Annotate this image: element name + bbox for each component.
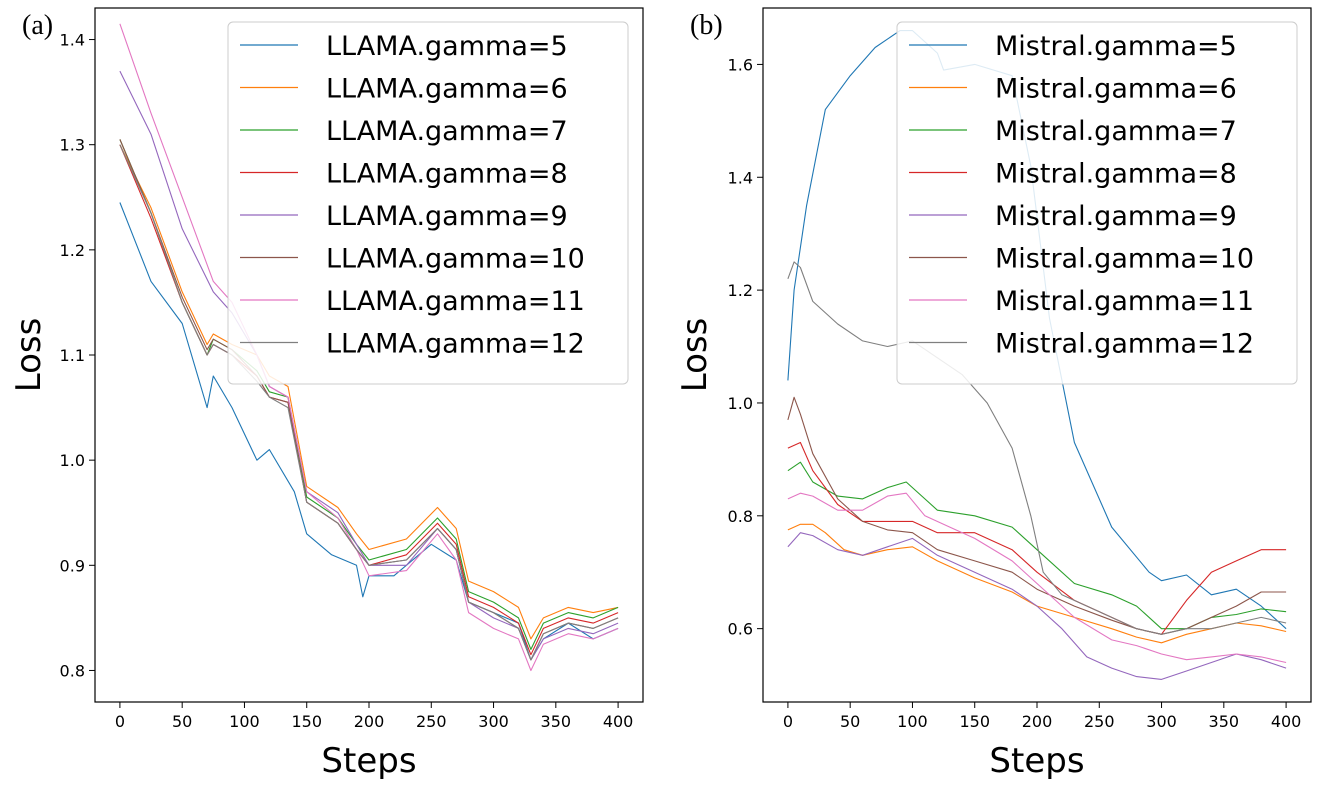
x-tick-label-b: 400 xyxy=(1271,712,1302,731)
x-tick-label-b: 300 xyxy=(1146,712,1177,731)
y-tick-label-b: 1.0 xyxy=(728,394,753,413)
legend-label-a-3: LLAMA.gamma=7 xyxy=(326,116,568,147)
y-ticks-b: 0.6 0.8 1.0 1.2 1.4 1.6 xyxy=(728,55,763,639)
y-ticks-a: 0.8 0.9 1.0 1.1 1.2 1.3 1.4 xyxy=(60,31,95,680)
x-tick-label-b: 200 xyxy=(1022,712,1053,731)
legend-label-a-5: LLAMA.gamma=9 xyxy=(326,201,568,232)
series-line-a-7 xyxy=(119,23,619,672)
x-axis-title-a: Steps xyxy=(321,741,416,781)
series-line-b-8 xyxy=(787,261,1287,635)
y-tick-label-b: 1.2 xyxy=(728,281,753,300)
y-tick-label-b: 1.4 xyxy=(728,168,753,187)
y-tick-label-a: 0.8 xyxy=(60,661,85,680)
y-tick-label-a: 1.2 xyxy=(60,241,85,260)
panel-label-b: (b) xyxy=(690,10,723,41)
legend-label-b-7: Mistral.gamma=11 xyxy=(995,286,1254,317)
legend-label-a-1: LLAMA.gamma=5 xyxy=(326,31,568,62)
x-tick-label-a: 250 xyxy=(416,712,447,731)
y-axis-title-a: Loss xyxy=(9,318,49,393)
x-tick-label-b: 250 xyxy=(1084,712,1115,731)
series-line-b-6 xyxy=(787,396,1287,635)
y-tick-label-b: 0.8 xyxy=(728,507,753,526)
y-tick-label-a: 0.9 xyxy=(60,556,85,575)
legend-label-b-1: Mistral.gamma=5 xyxy=(995,31,1237,62)
legend-label-b-8: Mistral.gamma=12 xyxy=(995,329,1254,360)
x-tick-label-a: 50 xyxy=(172,712,192,731)
x-tick-label-b: 0 xyxy=(783,712,793,731)
panel-label-a: (a) xyxy=(22,10,53,41)
legend-label-a-8: LLAMA.gamma=12 xyxy=(326,329,585,360)
y-tick-label-b: 0.6 xyxy=(728,620,753,639)
x-tick-label-b: 150 xyxy=(959,712,990,731)
x-tick-label-a: 100 xyxy=(229,712,260,731)
series-line-b-5 xyxy=(787,532,1287,680)
legend-label-b-6: Mistral.gamma=10 xyxy=(995,244,1254,275)
legend-label-a-2: LLAMA.gamma=6 xyxy=(326,74,568,105)
series-line-b-4 xyxy=(787,441,1287,635)
x-tick-label-a: 400 xyxy=(603,712,634,731)
x-tick-label-a: 200 xyxy=(354,712,385,731)
chart-panel-b: (b) 0 50 100 150 200 250 300 350 400 0.6 0.8 1.0 1.… xyxy=(675,7,1312,781)
legend-label-b-3: Mistral.gamma=7 xyxy=(995,116,1237,147)
y-tick-label-a: 1.3 xyxy=(60,136,85,155)
series-line-b-7 xyxy=(787,492,1287,664)
series-line-b-2 xyxy=(787,523,1287,644)
legend-label-a-6: LLAMA.gamma=10 xyxy=(326,244,585,275)
x-tick-label-b: 100 xyxy=(897,712,928,731)
x-tick-label-b: 50 xyxy=(840,712,860,731)
x-tick-label-a: 350 xyxy=(541,712,572,731)
legend-box-b xyxy=(896,21,1298,385)
legend-label-b-2: Mistral.gamma=6 xyxy=(995,74,1237,105)
chart-panel-a: (a) 0 50 100 150 200 250 300 350 400 0.8 0.9 1.0 1.… xyxy=(9,7,644,781)
x-ticks-a: 0 50 100 150 200 250 300 350 400 xyxy=(115,702,634,731)
y-axis-title-b: Loss xyxy=(675,318,715,393)
x-axis-title-b: Steps xyxy=(989,741,1084,781)
y-tick-label-b: 1.6 xyxy=(728,55,753,74)
legend-label-a-4: LLAMA.gamma=8 xyxy=(326,159,568,190)
series-lines-a xyxy=(119,23,619,672)
legend-a: LLAMA.gamma=5 LLAMA.gamma=6 LLAMA.gamma=7 L… xyxy=(227,21,629,385)
x-tick-label-a: 150 xyxy=(291,712,322,731)
x-tick-label-b: 350 xyxy=(1209,712,1240,731)
y-tick-label-a: 1.1 xyxy=(60,346,85,365)
legend-b: Mistral.gamma=5 Mistral.gamma=6 Mistral.ga… xyxy=(896,21,1298,385)
x-tick-label-a: 300 xyxy=(478,712,509,731)
x-tick-label-a: 0 xyxy=(115,712,125,731)
y-tick-label-a: 1.0 xyxy=(60,451,85,470)
legend-label-a-7: LLAMA.gamma=11 xyxy=(326,286,585,317)
series-line-a-8 xyxy=(119,144,619,661)
legend-label-b-4: Mistral.gamma=8 xyxy=(995,159,1237,190)
x-ticks-b: 0 50 100 150 200 250 300 350 400 xyxy=(783,702,1302,731)
legend-box-a xyxy=(227,21,629,385)
y-tick-label-a: 1.4 xyxy=(60,31,85,50)
series-line-a-2 xyxy=(119,144,619,640)
legend-label-b-5: Mistral.gamma=9 xyxy=(995,201,1237,232)
